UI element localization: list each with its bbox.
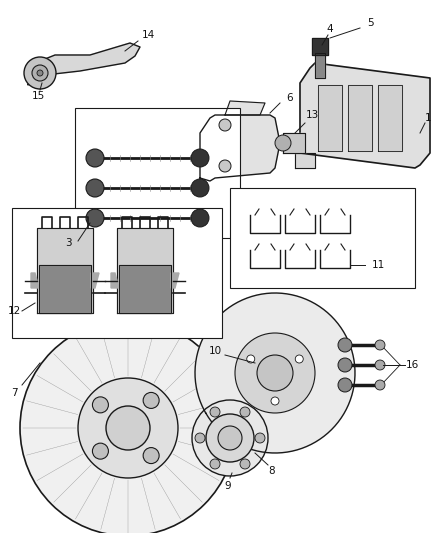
Text: 16: 16: [406, 360, 419, 370]
Circle shape: [106, 406, 150, 450]
Circle shape: [247, 355, 255, 363]
Circle shape: [191, 149, 209, 167]
Circle shape: [235, 333, 315, 413]
Circle shape: [143, 448, 159, 464]
Bar: [75, 108, 240, 238]
Circle shape: [375, 380, 385, 390]
Circle shape: [338, 378, 352, 392]
Circle shape: [219, 119, 231, 131]
Circle shape: [20, 320, 236, 533]
Polygon shape: [348, 85, 372, 151]
Circle shape: [191, 209, 209, 227]
Circle shape: [78, 378, 178, 478]
Polygon shape: [225, 101, 265, 115]
Circle shape: [210, 407, 220, 417]
Circle shape: [219, 160, 231, 172]
Text: 5: 5: [367, 18, 373, 28]
Text: 10: 10: [208, 346, 222, 356]
Polygon shape: [28, 43, 140, 85]
Polygon shape: [195, 293, 355, 453]
Circle shape: [257, 355, 293, 391]
Text: 4: 4: [327, 24, 333, 34]
Circle shape: [271, 397, 279, 405]
Circle shape: [338, 358, 352, 372]
Text: 7: 7: [11, 388, 18, 398]
Text: 12: 12: [7, 306, 21, 316]
Circle shape: [375, 340, 385, 350]
Circle shape: [240, 407, 250, 417]
Bar: [12, 208, 222, 338]
Polygon shape: [171, 273, 179, 288]
Text: 3: 3: [65, 238, 71, 248]
Circle shape: [143, 392, 159, 408]
Circle shape: [206, 414, 254, 462]
Circle shape: [375, 360, 385, 370]
Text: 8: 8: [268, 466, 276, 476]
Circle shape: [218, 426, 242, 450]
Text: 11: 11: [371, 260, 385, 270]
Polygon shape: [318, 85, 342, 151]
Text: 1: 1: [425, 113, 431, 123]
Circle shape: [195, 433, 205, 443]
Circle shape: [338, 338, 352, 352]
Circle shape: [275, 135, 291, 151]
Polygon shape: [91, 273, 99, 288]
Polygon shape: [200, 115, 280, 181]
Circle shape: [295, 355, 303, 363]
Polygon shape: [315, 53, 325, 78]
Polygon shape: [300, 63, 430, 168]
Polygon shape: [378, 85, 402, 151]
Circle shape: [37, 70, 43, 76]
Polygon shape: [295, 153, 315, 168]
Polygon shape: [283, 133, 305, 153]
Circle shape: [210, 459, 220, 469]
Circle shape: [255, 433, 265, 443]
Circle shape: [192, 400, 268, 476]
Text: 14: 14: [141, 30, 155, 40]
Polygon shape: [31, 273, 39, 288]
Text: 9: 9: [225, 481, 231, 491]
Circle shape: [86, 179, 104, 197]
Polygon shape: [37, 228, 93, 313]
Circle shape: [24, 57, 56, 89]
Text: 13: 13: [305, 110, 318, 120]
Circle shape: [92, 443, 109, 459]
Circle shape: [191, 179, 209, 197]
Circle shape: [86, 209, 104, 227]
Circle shape: [240, 459, 250, 469]
Polygon shape: [117, 228, 173, 313]
Polygon shape: [119, 265, 171, 313]
Polygon shape: [312, 38, 328, 55]
Text: 15: 15: [32, 91, 45, 101]
Bar: [230, 188, 415, 288]
Text: 6: 6: [287, 93, 293, 103]
Polygon shape: [39, 265, 91, 313]
Circle shape: [92, 397, 109, 413]
Circle shape: [86, 149, 104, 167]
Circle shape: [32, 65, 48, 81]
Polygon shape: [111, 273, 119, 288]
